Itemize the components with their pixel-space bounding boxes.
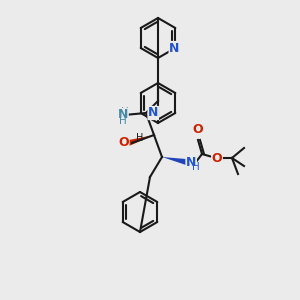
Polygon shape: [162, 157, 186, 165]
Polygon shape: [129, 135, 154, 146]
Text: H: H: [121, 107, 129, 117]
Text: N: N: [118, 109, 128, 122]
Text: N: N: [148, 106, 158, 119]
Text: O: O: [212, 152, 222, 164]
Text: H: H: [119, 116, 127, 126]
Text: N: N: [186, 155, 196, 169]
Text: H: H: [192, 162, 200, 172]
Text: O: O: [118, 136, 129, 149]
Text: O: O: [193, 123, 203, 136]
Text: H: H: [136, 133, 144, 143]
Text: N: N: [169, 41, 179, 55]
